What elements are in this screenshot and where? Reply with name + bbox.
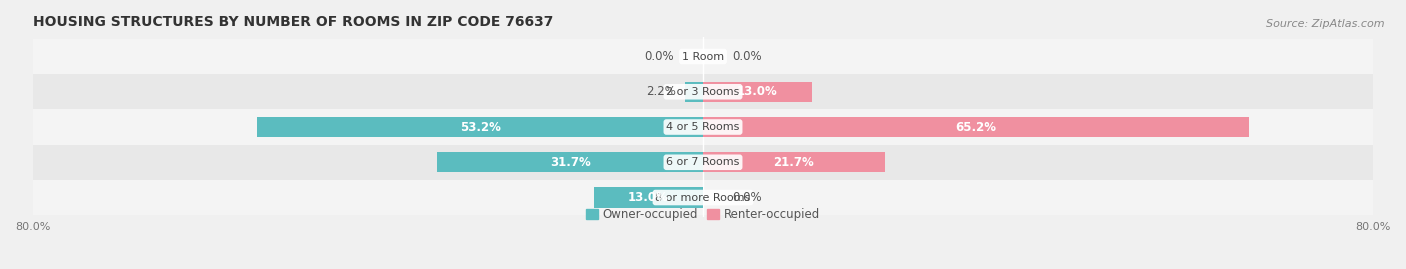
Text: 21.7%: 21.7%	[773, 156, 814, 169]
Text: 2 or 3 Rooms: 2 or 3 Rooms	[666, 87, 740, 97]
Text: 31.7%: 31.7%	[550, 156, 591, 169]
Bar	[703, 152, 884, 172]
Bar	[32, 74, 1374, 109]
Text: 0.0%: 0.0%	[644, 50, 673, 63]
Text: 0.0%: 0.0%	[733, 191, 762, 204]
Text: 0.0%: 0.0%	[733, 50, 762, 63]
Bar	[703, 82, 811, 102]
Bar	[32, 180, 1374, 215]
Bar	[257, 117, 703, 137]
Text: 53.2%: 53.2%	[460, 121, 501, 133]
Text: 13.0%: 13.0%	[737, 85, 778, 98]
Legend: Owner-occupied, Renter-occupied: Owner-occupied, Renter-occupied	[581, 203, 825, 225]
Text: 2.2%: 2.2%	[647, 85, 676, 98]
Text: 13.0%: 13.0%	[628, 191, 669, 204]
Bar	[685, 82, 703, 102]
Bar	[32, 145, 1374, 180]
Text: HOUSING STRUCTURES BY NUMBER OF ROOMS IN ZIP CODE 76637: HOUSING STRUCTURES BY NUMBER OF ROOMS IN…	[32, 15, 553, 29]
Text: 1 Room: 1 Room	[682, 51, 724, 62]
Bar	[32, 39, 1374, 74]
Bar	[32, 109, 1374, 145]
Text: Source: ZipAtlas.com: Source: ZipAtlas.com	[1267, 19, 1385, 29]
Bar	[703, 117, 1250, 137]
Text: 6 or 7 Rooms: 6 or 7 Rooms	[666, 157, 740, 167]
Bar	[437, 152, 703, 172]
Bar	[595, 187, 703, 208]
Text: 4 or 5 Rooms: 4 or 5 Rooms	[666, 122, 740, 132]
Text: 8 or more Rooms: 8 or more Rooms	[655, 193, 751, 203]
Text: 65.2%: 65.2%	[956, 121, 997, 133]
